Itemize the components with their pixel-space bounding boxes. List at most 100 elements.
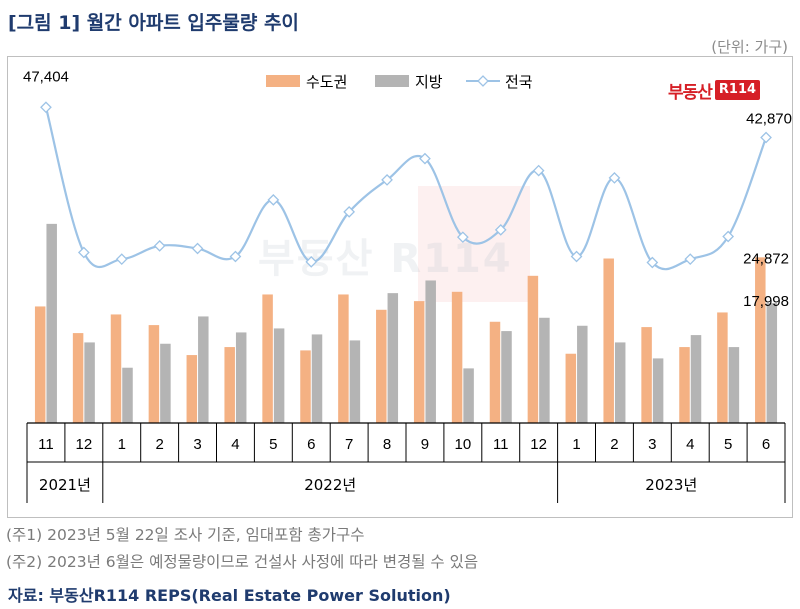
- year-label: 2021년: [39, 476, 91, 494]
- data-label: 47,404: [23, 68, 69, 85]
- bar-local: [425, 280, 436, 423]
- bar-local: [235, 332, 247, 423]
- x-tick-label: 10: [455, 436, 472, 453]
- bar-capital: [679, 347, 690, 423]
- point-national: [760, 131, 772, 144]
- bar-local: [539, 317, 550, 423]
- bar-local: [311, 334, 323, 423]
- bar-capital: [565, 353, 577, 423]
- x-tick-label: 7: [345, 436, 353, 453]
- legend-label-local: 지방: [415, 73, 443, 91]
- x-tick-label: 12: [530, 436, 547, 453]
- legend: 수도권 지방 전국: [266, 73, 533, 91]
- point-national: [608, 172, 621, 184]
- bar-capital: [527, 275, 539, 423]
- bar-capital: [338, 294, 349, 423]
- bar-local: [122, 367, 133, 423]
- bar-capital: [451, 291, 463, 423]
- bar-capital: [110, 314, 122, 423]
- x-tick-label: 3: [193, 436, 201, 453]
- bar-local: [46, 223, 57, 423]
- x-tick-label: 11: [38, 436, 54, 453]
- legend-marker-national: [477, 75, 489, 87]
- point-national: [229, 250, 242, 263]
- bar-local: [463, 368, 474, 423]
- bar-capital: [224, 347, 235, 423]
- point-national: [305, 255, 318, 268]
- bar-capital: [34, 306, 46, 423]
- bar-capital: [413, 301, 425, 423]
- bar-local: [198, 316, 209, 423]
- point-national: [153, 239, 166, 252]
- x-tick-label: 5: [724, 436, 732, 453]
- bar-capital: [641, 327, 652, 423]
- bar-capital: [717, 312, 728, 423]
- notes: (주1) 2023년 5월 22일 조사 기준, 임대포함 총가구수 (주2) …: [6, 522, 796, 576]
- point-national: [40, 101, 52, 114]
- logo-text: 부동산: [668, 82, 713, 103]
- chart-title: [그림 1] 월간 아파트 입주물량 추이: [8, 12, 299, 34]
- x-tick-label: 6: [762, 436, 770, 453]
- point-national: [570, 250, 583, 263]
- x-tick-label: 1: [572, 436, 580, 453]
- bars-layer: [34, 223, 778, 423]
- point-national: [494, 223, 507, 236]
- x-tick-label: 3: [648, 436, 656, 453]
- note-2: (주2) 2023년 6월은 예정물량이므로 건설사 사정에 따라 변경될 수 …: [6, 553, 479, 571]
- watermark-word: 부동산: [258, 236, 375, 282]
- unit-label: (단위: 가구): [711, 38, 788, 56]
- logo-box: R114: [714, 80, 761, 100]
- brand-logo: 부동산 R114: [668, 78, 761, 103]
- legend-label-national: 전국: [505, 73, 533, 91]
- point-national: [722, 230, 735, 243]
- bar-local: [273, 328, 285, 423]
- bar-local: [728, 347, 740, 423]
- bar-capital: [186, 355, 198, 423]
- point-national: [343, 206, 356, 218]
- bar-local: [501, 331, 512, 423]
- data-label: 42,870: [746, 110, 792, 127]
- bar-local: [690, 335, 702, 423]
- legend-swatch-local: [375, 75, 409, 87]
- x-tick-label: 8: [383, 436, 391, 453]
- x-tick-label: 6: [307, 436, 315, 453]
- data-labels-layer: 47,404 42,870 24,872 17,998: [23, 68, 792, 310]
- bar-capital: [262, 294, 273, 423]
- bar-local: [349, 340, 361, 423]
- bar-capital: [755, 257, 766, 423]
- x-tick-label: 12: [76, 436, 93, 453]
- x-tick-label: 5: [269, 436, 277, 453]
- x-tick-label: 9: [421, 436, 429, 453]
- data-label: 24,872: [743, 250, 789, 267]
- legend-swatch-capital: [266, 75, 300, 87]
- point-national: [646, 256, 659, 269]
- bar-local: [387, 293, 399, 423]
- watermark-box-text: R114: [390, 236, 513, 282]
- bar-capital: [603, 258, 614, 423]
- bar-local: [766, 303, 778, 423]
- watermark-text: 부동산 R114: [258, 226, 513, 284]
- source-text: 자료: 부동산R114 REPS(Real Estate Power Solut…: [8, 586, 451, 605]
- year-label: 2022년: [304, 476, 356, 494]
- bar-capital: [72, 333, 84, 423]
- x-tick-label: 2: [610, 436, 618, 453]
- x-tick-label: 2: [155, 436, 163, 453]
- point-national: [684, 253, 697, 266]
- data-label: 17,998: [743, 293, 789, 310]
- year-label: 2023년: [645, 476, 697, 494]
- bar-capital: [376, 309, 387, 423]
- bar-local: [160, 343, 171, 423]
- x-tick-label: 4: [231, 436, 239, 453]
- line-national: [44, 107, 768, 271]
- bar-local: [84, 342, 95, 423]
- point-national: [115, 253, 128, 266]
- point-national: [456, 231, 469, 244]
- bar-local: [614, 342, 626, 423]
- bar-local: [652, 358, 664, 423]
- point-national: [532, 164, 545, 177]
- point-national: [191, 242, 204, 255]
- note-1: (주1) 2023년 5월 22일 조사 기준, 임대포함 총가구수: [6, 526, 365, 544]
- bar-local: [577, 325, 588, 423]
- point-national: [267, 194, 280, 206]
